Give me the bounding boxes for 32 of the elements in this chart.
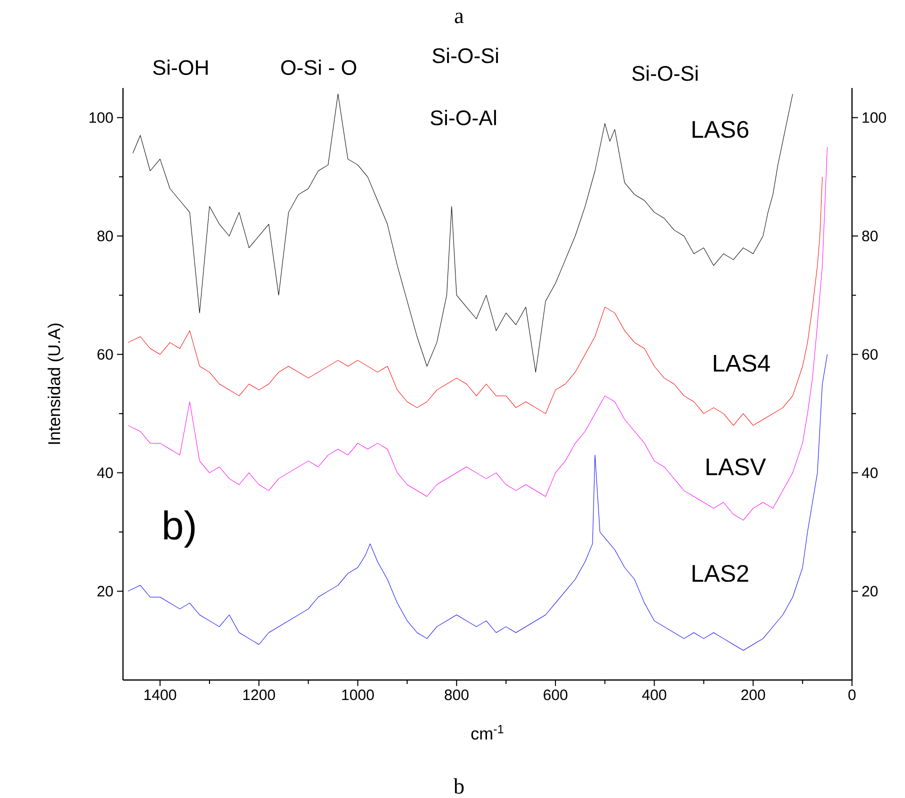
series-label: LASV [706,458,766,476]
x-tick-label: 1400 [144,690,176,700]
y-axis-title: Intensidad (U.A) [48,324,64,444]
series-label: LAS6 [692,120,748,138]
x-tick-label: 200 [741,690,766,700]
x-tick-label: 0 [848,690,856,700]
y2-tick-label: 60 [862,349,878,360]
text: b [454,778,464,794]
y2-tick-label: 40 [862,467,878,478]
y-tick-label: 20 [98,586,113,597]
x-tick-label: 600 [544,690,568,700]
x-tick-label: 400 [642,690,666,700]
series-label: LAS4 [714,354,770,372]
annotation: Si-O-Al [430,110,496,126]
y-tick-label: 100 [90,112,113,123]
annotation: b) [164,510,195,548]
x-tick-label: 800 [444,690,469,700]
y-tick-label: 80 [97,230,113,242]
text: Si-OH [153,60,208,75]
x-axis-title: cm$^{-1}$ [471,725,504,740]
chart-title: a [454,12,464,24]
x-tick-label: 1000 [342,690,374,700]
y2-tick-label: 20 [862,586,878,596]
text: Si-O-Si [632,65,698,81]
x-tick-label: 1200 [243,690,275,700]
y-tick-label: 40 [97,467,113,478]
series-label: LAS2 [692,564,748,582]
text: Si-O-Si [432,48,498,64]
text: O-Si - O [281,60,356,75]
y2-tick-label: 100 [862,112,886,123]
y-tick-label: 60 [98,349,113,360]
y2-tick-label: 80 [862,230,878,242]
